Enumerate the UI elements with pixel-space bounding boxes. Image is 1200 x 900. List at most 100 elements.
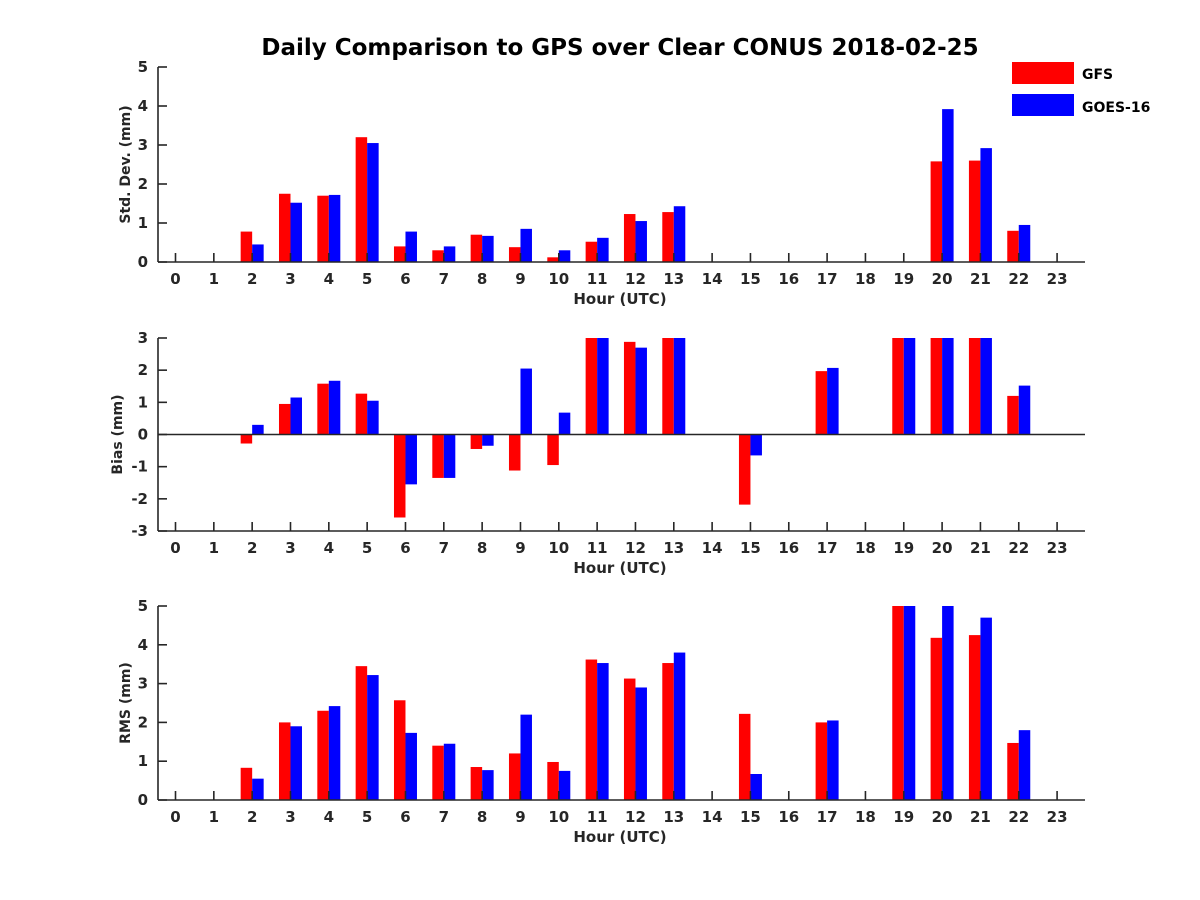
y-tick-label: 3: [138, 136, 148, 154]
x-tick-label: 14: [702, 539, 723, 557]
bar-std-gfs-13: [662, 212, 674, 262]
bar-std-goes16-10: [558, 250, 571, 262]
x-tick-label: 3: [285, 539, 295, 557]
x-axis-label: Hour (UTC): [573, 290, 666, 308]
bar-bias-goes16-19: [903, 338, 916, 435]
bar-rms-gfs-12: [623, 678, 636, 800]
bar-std-gfs-2: [240, 231, 253, 262]
x-tick-label: 1: [209, 270, 219, 288]
x-tick-label: 8: [477, 539, 487, 557]
bar-rms-gfs-10: [547, 761, 559, 800]
bar-rms-goes16-20: [942, 606, 954, 800]
x-tick-label: 17: [817, 539, 838, 557]
bar-std-gfs-8: [470, 234, 483, 262]
bar-bias-goes16-13: [673, 338, 686, 435]
bar-bias-gfs-20: [930, 338, 943, 435]
bar-rms-gfs-20: [930, 637, 943, 800]
x-tick-label: 11: [587, 539, 608, 557]
bar-rms-goes16-5: [367, 675, 379, 800]
bar-std-gfs-6: [393, 246, 406, 262]
bar-std-goes16-20: [942, 109, 954, 263]
bar-rms-goes16-11: [597, 663, 609, 800]
bar-bias-goes16-15: [750, 434, 762, 456]
bar-bias-goes16-11: [597, 338, 609, 435]
bar-bias-gfs-12: [623, 341, 636, 435]
x-tick-label: 8: [477, 270, 487, 288]
bar-std-goes16-2: [252, 244, 264, 262]
x-tick-label: 2: [247, 539, 257, 557]
x-tick-label: 4: [324, 539, 334, 557]
x-tick-label: 12: [625, 539, 646, 557]
x-tick-label: 13: [663, 539, 684, 557]
x-tick-label: 10: [548, 808, 569, 826]
x-tick-label: 6: [400, 270, 410, 288]
x-tick-label: 20: [932, 270, 953, 288]
bar-rms-gfs-6: [393, 700, 406, 800]
bar-bias-gfs-4: [317, 383, 329, 435]
bar-std-goes16-4: [328, 194, 341, 262]
bar-bias-gfs-7: [432, 434, 444, 478]
y-tick-label: -2: [131, 490, 148, 508]
bar-rms-gfs-2: [240, 767, 253, 800]
bar-bias-gfs-2: [240, 434, 253, 444]
bar-bias-goes16-7: [443, 434, 456, 478]
x-tick-label: 7: [439, 808, 449, 826]
bar-std-gfs-9: [508, 247, 521, 262]
x-tick-label: 11: [587, 808, 608, 826]
x-tick-label: 14: [702, 270, 723, 288]
bar-rms-gfs-13: [662, 663, 674, 800]
bar-std-gfs-22: [1007, 230, 1019, 262]
x-tick-label: 2: [247, 808, 257, 826]
bar-std-goes16-7: [443, 246, 456, 262]
x-tick-label: 2: [247, 270, 257, 288]
x-tick-label: 3: [285, 808, 295, 826]
y-tick-label: 0: [138, 791, 148, 809]
bar-rms-gfs-9: [508, 753, 521, 800]
bar-bias-gfs-3: [278, 403, 291, 435]
y-tick-label: 5: [138, 597, 148, 615]
y-axis-label: Bias (mm): [110, 394, 126, 474]
bar-std-goes16-11: [597, 237, 609, 262]
y-tick-label: 3: [138, 675, 148, 693]
bar-bias-gfs-13: [662, 338, 674, 435]
y-tick-label: 2: [138, 175, 148, 193]
x-tick-label: 0: [170, 270, 180, 288]
x-tick-label: 1: [209, 808, 219, 826]
x-tick-label: 11: [587, 270, 608, 288]
bar-bias-goes16-8: [482, 434, 494, 446]
legend-label-gfs: GFS: [1082, 67, 1113, 83]
bar-rms-gfs-22: [1007, 742, 1019, 800]
bar-rms-goes16-3: [290, 726, 302, 800]
bar-bias-gfs-5: [355, 393, 368, 435]
bar-rms-goes16-21: [980, 617, 992, 800]
bar-std-goes16-6: [405, 231, 417, 262]
bar-bias-goes16-22: [1018, 385, 1031, 435]
x-tick-label: 7: [439, 539, 449, 557]
x-tick-label: 4: [324, 270, 334, 288]
x-tick-label: 7: [439, 270, 449, 288]
x-tick-label: 14: [702, 808, 723, 826]
x-tick-label: 8: [477, 808, 487, 826]
x-tick-label: 10: [548, 270, 569, 288]
x-tick-label: 9: [515, 270, 525, 288]
bar-bias-gfs-19: [892, 338, 904, 435]
legend: GFS GOES-16: [1012, 62, 1150, 116]
x-tick-label: 15: [740, 808, 761, 826]
bar-std-gfs-21: [968, 160, 981, 262]
bar-rms-gfs-3: [278, 722, 291, 800]
bar-std-gfs-12: [623, 214, 636, 262]
x-tick-label: 20: [932, 808, 953, 826]
bar-rms-goes16-13: [673, 652, 686, 800]
x-tick-label: 16: [778, 270, 799, 288]
x-tick-label: 5: [362, 808, 372, 826]
bar-std-goes16-22: [1018, 224, 1031, 262]
y-axis-label: Std. Dev. (mm): [118, 105, 134, 223]
x-tick-label: 9: [515, 539, 525, 557]
x-tick-label: 5: [362, 539, 372, 557]
bar-bias-gfs-11: [585, 338, 598, 435]
bar-bias-goes16-2: [252, 424, 264, 435]
legend-label-goes: GOES-16: [1082, 100, 1150, 116]
